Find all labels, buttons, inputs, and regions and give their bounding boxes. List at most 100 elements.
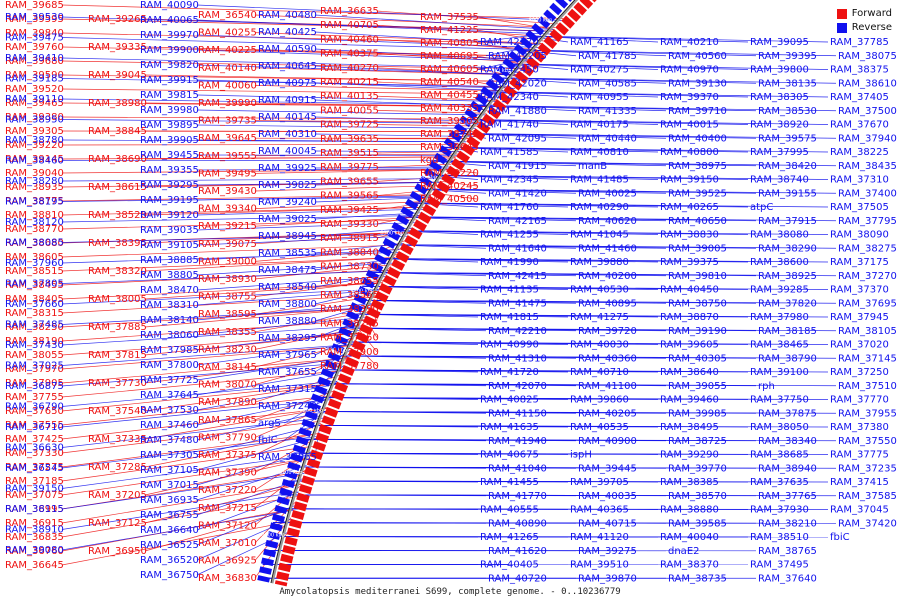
reverse-gene-label: RAM_42340 bbox=[480, 92, 539, 103]
reverse-gene-label: RAM_41120 bbox=[570, 532, 629, 543]
forward-gene-label: RAM_38455 bbox=[5, 280, 64, 291]
scale-tick-label: 8500 kbp bbox=[380, 231, 404, 237]
reverse-gene-label: RAM_42450 bbox=[480, 65, 539, 76]
reverse-gene-label: RAM_38800 bbox=[258, 299, 317, 310]
forward-gene-label: RAM_37205 bbox=[88, 490, 147, 501]
forward-leader-line bbox=[254, 67, 516, 76]
reverse-gene-label: atpC bbox=[750, 202, 773, 213]
reverse-gene-label: RAM_40955 bbox=[570, 92, 629, 103]
reverse-gene-label: RAM_38470 bbox=[140, 285, 199, 296]
forward-leader-line bbox=[61, 370, 342, 398]
reverse-leader-line bbox=[196, 316, 366, 336]
reverse-leader-line bbox=[61, 78, 507, 87]
reverse-gene-label: RAM_39870 bbox=[578, 573, 637, 584]
forward-gene-label: RAM_39000 bbox=[198, 256, 257, 267]
legend: Forward Reverse bbox=[836, 8, 892, 36]
reverse-gene-label: RAM_38195 bbox=[5, 197, 64, 208]
forward-leader-line bbox=[61, 445, 314, 482]
forward-gene-label: RAM_40225 bbox=[198, 45, 257, 56]
reverse-leader-line bbox=[407, 202, 479, 208]
reverse-gene-label: RAM_38280 bbox=[5, 176, 64, 187]
reverse-gene-label: RAM_40210 bbox=[660, 37, 719, 48]
reverse-feature-ring bbox=[257, 0, 573, 583]
reverse-gene-label: RAM_41455 bbox=[480, 477, 539, 488]
forward-leader-line bbox=[61, 88, 501, 95]
forward-leader-line bbox=[144, 307, 370, 328]
legend-forward[interactable]: Forward bbox=[836, 8, 892, 19]
reverse-gene-label: RAM_38075 bbox=[838, 51, 897, 62]
scale-tick-label: 8900 kbp bbox=[529, 17, 553, 23]
reverse-gene-label: RAM_37670 bbox=[830, 120, 889, 131]
reverse-gene-label: RAM_39035 bbox=[140, 225, 199, 236]
reverse-gene-label: RAM_41420 bbox=[488, 188, 547, 199]
reverse-leader-line bbox=[314, 150, 460, 153]
reverse-gene-label: RAM_38600 bbox=[750, 257, 809, 268]
reverse-gene-label: RAM_38495 bbox=[660, 422, 719, 433]
reverse-gene-label: RAM_37915 bbox=[758, 216, 817, 227]
reverse-gene-label: RAM_38140 bbox=[140, 315, 199, 326]
reverse-leader-line bbox=[273, 522, 837, 524]
reverse-gene-label: RAM_40015 bbox=[660, 120, 719, 131]
reverse-gene-label: RAM_38920 bbox=[750, 120, 809, 131]
reverse-gene-label: RAM_40310 bbox=[258, 129, 317, 140]
reverse-leader-line bbox=[61, 417, 323, 448]
reverse-gene-label: RAM_40650 bbox=[668, 216, 727, 227]
reverse-gene-label: RAM_38870 bbox=[660, 312, 719, 323]
reverse-gene-label: RAM_39370 bbox=[660, 92, 719, 103]
reverse-gene-label: RAM_40265 bbox=[660, 202, 719, 213]
scale-tick-label: 8700 kbp bbox=[449, 120, 473, 126]
reverse-gene-label: RAM_37530 bbox=[140, 405, 199, 416]
reverse-gene-label: RAM_37655 bbox=[258, 367, 317, 378]
reverse-gene-label: RAM_41275 bbox=[570, 312, 629, 323]
forward-gene-label: RAM_38655 bbox=[320, 276, 379, 287]
reverse-gene-label: RAM_36525 bbox=[140, 540, 199, 551]
forward-leader-line bbox=[61, 257, 396, 272]
reverse-leader-line bbox=[61, 307, 370, 325]
reverse-gene-label: RAM_38370 bbox=[660, 560, 719, 571]
reverse-leader-line bbox=[61, 473, 305, 510]
reverse-gene-label: RAM_40065 bbox=[140, 15, 199, 26]
reverse-gene-label: RAM_42095 bbox=[488, 133, 547, 144]
reverse-gene-label: RAM_37750 bbox=[750, 395, 809, 406]
forward-gene-label: RAM_40335 bbox=[420, 103, 479, 114]
reverse-gene-label: RAM_37420 bbox=[838, 518, 897, 529]
reverse-gene-label: RAM_38885 bbox=[140, 255, 199, 266]
reverse-leader-line bbox=[314, 116, 481, 122]
reverse-leader-line bbox=[196, 109, 486, 116]
forward-gene-label: RAM_37730 bbox=[88, 378, 147, 389]
reverse-leader-line bbox=[324, 369, 829, 373]
reverse-leader-line bbox=[336, 341, 829, 345]
forward-leader-line bbox=[61, 307, 370, 328]
reverse-gene-label: RAM_39395 bbox=[758, 51, 817, 62]
reverse-leader-line bbox=[61, 37, 537, 51]
reverse-leader-line bbox=[196, 94, 496, 102]
reverse-leader-line bbox=[472, 105, 837, 112]
forward-gene-label: RAM_38315 bbox=[5, 308, 64, 319]
forward-leader-line bbox=[61, 4, 564, 19]
reverse-leader-line bbox=[61, 196, 431, 202]
legend-reverse[interactable]: Reverse bbox=[836, 22, 892, 33]
forward-leader-line bbox=[61, 395, 332, 426]
reverse-leader-line bbox=[526, 35, 829, 43]
reverse-gene-label: RAM_37940 bbox=[838, 133, 897, 144]
reverse-gene-label: RAM_40200 bbox=[578, 271, 637, 282]
reverse-gene-label: RAM_38080 bbox=[750, 230, 809, 241]
reverse-gene-label: RAM_40440 bbox=[578, 133, 637, 144]
reverse-gene-label: fbiC bbox=[258, 435, 278, 446]
forward-leader-line bbox=[61, 408, 327, 440]
reverse-gene-label: RAM_39150 bbox=[5, 484, 64, 495]
forward-gene-label: RAM_38810 bbox=[5, 210, 64, 221]
reverse-gene-label: rph bbox=[758, 381, 775, 392]
forward-gene-label: RAM_36995 bbox=[5, 504, 64, 515]
reverse-gene-label: RAM_39905 bbox=[140, 135, 199, 146]
forward-leader-line bbox=[61, 282, 383, 300]
reverse-gene-label: RAM_39825 bbox=[258, 180, 317, 191]
reverse-leader-line bbox=[515, 49, 667, 57]
reverse-gene-label: RAM_37485 bbox=[5, 320, 64, 331]
reverse-leader-line bbox=[314, 133, 470, 137]
reverse-gene-label: RAM_38435 bbox=[838, 161, 897, 172]
reverse-gene-label: RAM_39980 bbox=[140, 105, 199, 116]
reverse-leader-line bbox=[196, 208, 423, 216]
reverse-gene-label: RAM_40620 bbox=[578, 216, 637, 227]
reverse-gene-label: RAM_38210 bbox=[758, 518, 817, 529]
